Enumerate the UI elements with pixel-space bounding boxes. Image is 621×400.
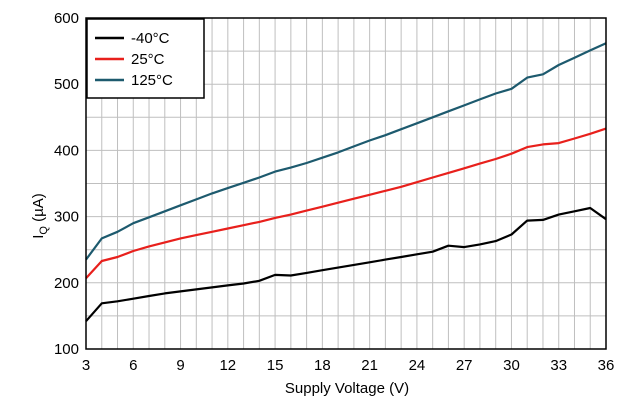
y-tick-label: 400 <box>54 142 79 159</box>
y-tick-label: 200 <box>54 275 79 292</box>
x-tick-labels: 3 6 9 12 15 18 21 24 27 30 33 36 <box>82 357 615 374</box>
x-tick-label: 12 <box>219 357 236 374</box>
y-tick-label: 100 <box>54 341 79 358</box>
x-tick-label: 21 <box>361 357 378 374</box>
x-tick-label: 18 <box>314 357 331 374</box>
y-tick-label: 500 <box>54 76 79 93</box>
x-axis-label: Supply Voltage (V) <box>285 380 409 397</box>
x-tick-label: 3 <box>82 357 90 374</box>
series-line <box>85 127 607 279</box>
x-tick-label: 24 <box>409 357 426 374</box>
y-tick-label: 600 <box>54 10 79 27</box>
x-tick-label: 33 <box>550 357 567 374</box>
legend-label: 125°C <box>131 72 173 89</box>
series-line <box>85 206 607 322</box>
x-tick-label: 9 <box>176 357 184 374</box>
x-tick-label: 30 <box>503 357 520 374</box>
y-axis-label: IQ (µA) <box>30 193 50 239</box>
y-tick-labels: 100 200 300 400 500 600 <box>54 10 79 358</box>
x-tick-label: 15 <box>267 357 284 374</box>
legend-label: 25°C <box>131 51 165 68</box>
legend-label: -40°C <box>131 30 170 47</box>
legend: -40°C 25°C 125°C <box>86 18 205 99</box>
y-axis-label-subscript: Q <box>38 226 50 235</box>
series-line <box>85 42 607 261</box>
y-axis-label-main: I <box>30 235 47 239</box>
plot-frame <box>85 17 607 350</box>
series-lines <box>85 42 607 322</box>
x-tick-label: 27 <box>456 357 473 374</box>
y-axis-label-unit: (µA) <box>30 193 47 226</box>
y-tick-label: 300 <box>54 209 79 226</box>
x-tick-label: 36 <box>598 357 615 374</box>
x-tick-label: 6 <box>129 357 137 374</box>
